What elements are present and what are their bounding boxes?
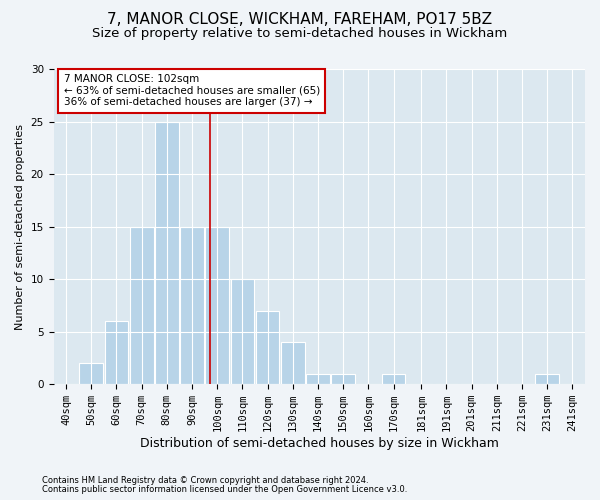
X-axis label: Distribution of semi-detached houses by size in Wickham: Distribution of semi-detached houses by … xyxy=(140,437,499,450)
Y-axis label: Number of semi-detached properties: Number of semi-detached properties xyxy=(15,124,25,330)
Text: Size of property relative to semi-detached houses in Wickham: Size of property relative to semi-detach… xyxy=(92,28,508,40)
Bar xyxy=(155,122,179,384)
Text: Contains HM Land Registry data © Crown copyright and database right 2024.: Contains HM Land Registry data © Crown c… xyxy=(42,476,368,485)
Text: 7, MANOR CLOSE, WICKHAM, FAREHAM, PO17 5BZ: 7, MANOR CLOSE, WICKHAM, FAREHAM, PO17 5… xyxy=(107,12,493,28)
Bar xyxy=(104,321,128,384)
Bar xyxy=(230,279,254,384)
Bar xyxy=(382,374,406,384)
Bar xyxy=(256,310,280,384)
Text: 7 MANOR CLOSE: 102sqm
← 63% of semi-detached houses are smaller (65)
36% of semi: 7 MANOR CLOSE: 102sqm ← 63% of semi-deta… xyxy=(64,74,320,108)
Text: Contains public sector information licensed under the Open Government Licence v3: Contains public sector information licen… xyxy=(42,485,407,494)
Bar xyxy=(535,374,559,384)
Bar xyxy=(205,226,229,384)
Bar xyxy=(180,226,204,384)
Bar xyxy=(130,226,154,384)
Bar xyxy=(306,374,330,384)
Bar xyxy=(79,363,103,384)
Bar xyxy=(281,342,305,384)
Bar xyxy=(331,374,355,384)
